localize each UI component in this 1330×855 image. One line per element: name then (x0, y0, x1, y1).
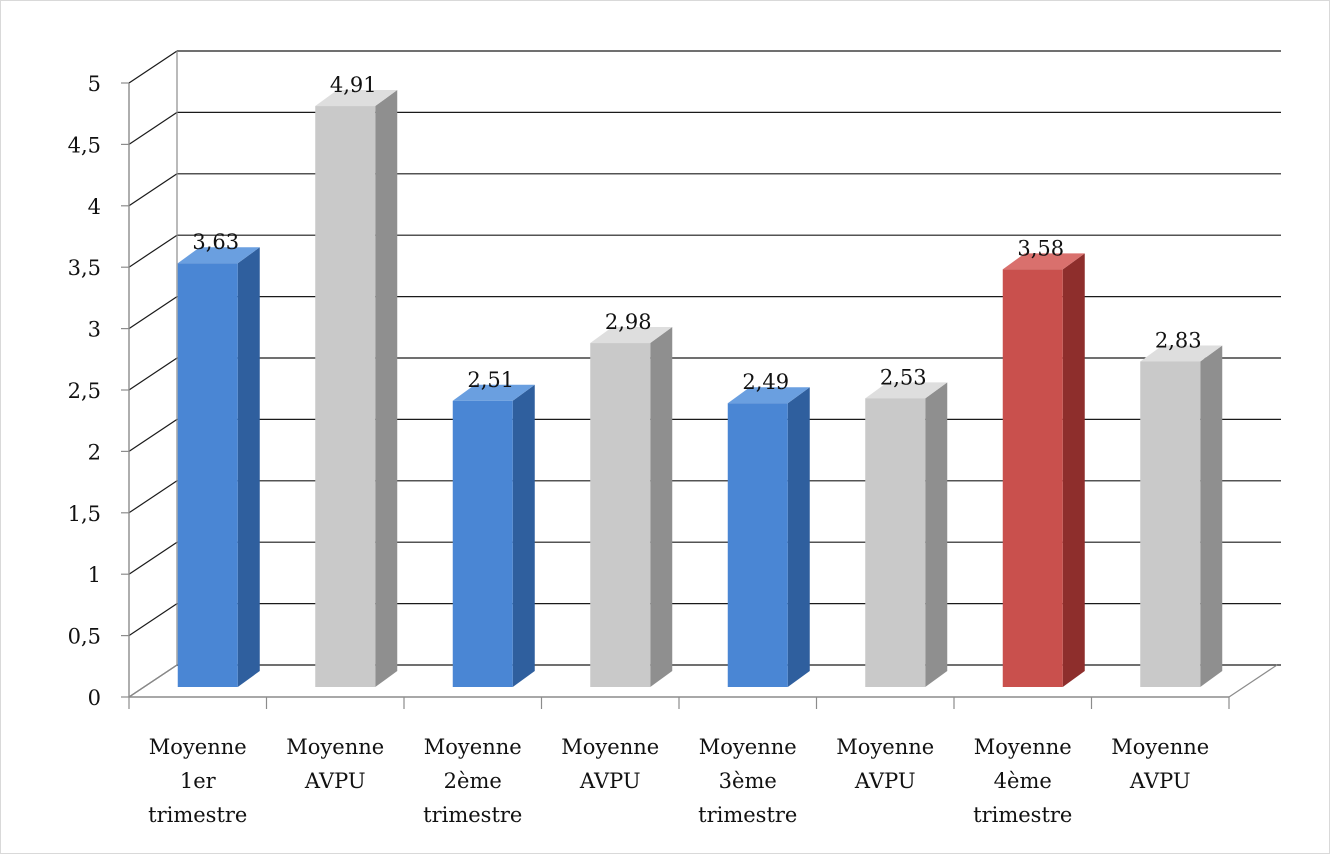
floor-left-edge (128, 664, 178, 698)
bar (452, 384, 535, 687)
bar (177, 247, 260, 687)
x-tick-label: 1er (180, 769, 217, 793)
y-tick-label: 1,5 (68, 502, 101, 526)
data-label: 2,51 (467, 368, 514, 392)
bar-side (1062, 253, 1085, 687)
x-tick-label: Moyenne (149, 735, 247, 759)
bar (727, 387, 810, 687)
y-tick-label: 2,5 (68, 379, 101, 403)
x-tick-label: AVPU (854, 769, 916, 793)
bar-top (177, 247, 260, 264)
grid-depth-line (128, 50, 178, 84)
bar-front (590, 343, 651, 687)
bar-front (1002, 269, 1063, 687)
bar-front (865, 398, 926, 687)
bar-side (237, 247, 260, 687)
bar-front (315, 106, 376, 687)
data-label: 2,53 (880, 365, 927, 389)
x-tick-label: trimestre (148, 803, 247, 827)
floor-right-edge (1228, 664, 1278, 698)
y-tick-label: 2 (88, 440, 101, 464)
y-tick-label: 1 (88, 563, 101, 587)
bar-top (315, 90, 398, 107)
bar-front (1140, 361, 1201, 687)
bar-side (512, 384, 535, 687)
data-label: 3,58 (1017, 236, 1064, 260)
x-tick-label: trimestre (423, 803, 522, 827)
gridlines (128, 50, 1281, 698)
bar-front (177, 263, 238, 687)
y-tick-label: 5 (88, 72, 101, 96)
x-tick-label: 4ème (994, 769, 1052, 793)
bar-side (375, 90, 398, 687)
x-tick-label: AVPU (1129, 769, 1191, 793)
grid-depth-line (128, 541, 178, 575)
bar (590, 327, 673, 687)
bar-side (925, 382, 948, 687)
grid-depth-line (128, 234, 178, 268)
y-tick-label: 3,5 (68, 256, 101, 280)
grid-depth-line (128, 603, 178, 637)
bars (177, 90, 1223, 687)
y-tick-label: 4,5 (68, 133, 101, 157)
x-tick-label: Moyenne (286, 735, 384, 759)
grid-depth-line (128, 296, 178, 330)
bar (865, 382, 948, 687)
bar-top (865, 382, 948, 399)
axes (121, 51, 1278, 709)
x-tick-label: Moyenne (699, 735, 797, 759)
x-tick-label: Moyenne (424, 735, 522, 759)
x-tick-label: Moyenne (974, 735, 1072, 759)
grid-depth-line (128, 173, 178, 207)
bar-side (787, 387, 810, 687)
y-tick-label: 0 (88, 686, 101, 710)
x-tick-label: 3ème (719, 769, 777, 793)
x-tick-label: trimestre (973, 803, 1072, 827)
grid-depth-line (128, 418, 178, 452)
bar (1002, 253, 1085, 687)
grid-depth-line (128, 111, 178, 145)
x-tick-label: Moyenne (1111, 735, 1209, 759)
grid-depth-line (128, 357, 178, 391)
bar-side (650, 327, 673, 687)
bar-top (1140, 345, 1223, 362)
bar-front (727, 403, 788, 687)
y-tick-label: 4 (88, 195, 101, 219)
x-tick-label: AVPU (304, 769, 366, 793)
y-tick-label: 0,5 (68, 625, 101, 649)
data-label: 2,98 (605, 310, 652, 334)
data-label: 4,91 (330, 73, 377, 97)
data-label: 2,49 (742, 370, 789, 394)
bar (315, 90, 398, 687)
bar-top (590, 327, 673, 344)
data-label: 2,83 (1155, 328, 1202, 352)
x-tick-label: AVPU (579, 769, 641, 793)
x-tick-label: Moyenne (561, 735, 659, 759)
bar (1140, 345, 1223, 687)
data-label: 3,63 (192, 230, 239, 254)
bar-front (452, 400, 513, 687)
bar-side (1200, 345, 1223, 687)
labels: 00,511,522,533,544,553,63Moyenne1ertrime… (68, 72, 1210, 827)
bar-top (727, 387, 810, 404)
bar-top (1002, 253, 1085, 270)
bar-top (452, 384, 535, 401)
y-tick-label: 3 (88, 318, 101, 342)
x-tick-label: Moyenne (836, 735, 934, 759)
x-tick-label: 2ème (444, 769, 502, 793)
x-tick-label: trimestre (698, 803, 797, 827)
grid-depth-line (128, 480, 178, 514)
